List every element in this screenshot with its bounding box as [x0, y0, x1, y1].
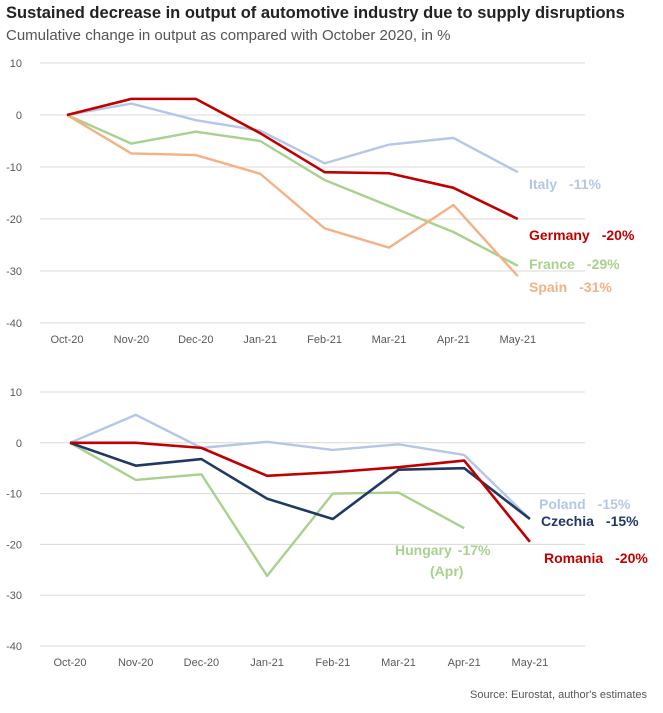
series-line-germany	[66, 97, 519, 221]
series-name: Germany	[529, 227, 590, 243]
series-name: Spain	[529, 279, 567, 295]
series-line-czechia	[69, 441, 531, 521]
series-label-germany: Germany -20%	[529, 227, 635, 243]
y-tick-label: -10	[6, 489, 22, 501]
series-value-label: -29%	[587, 256, 620, 272]
y-tick-label: 10	[10, 387, 22, 399]
x-tick-label: Dec-20	[184, 657, 219, 669]
x-tick-label: May-21	[512, 657, 549, 669]
y-tick-label: -40	[6, 318, 22, 330]
y-tick-label: 10	[10, 58, 22, 70]
y-tick-label: -20	[6, 539, 22, 551]
x-tick-label: Feb-21	[315, 657, 350, 669]
series-name: Hungary	[395, 542, 452, 558]
series-label-spain: Spain -31%	[529, 279, 612, 295]
y-tick-label: -30	[6, 266, 22, 278]
series-name: France	[529, 256, 575, 272]
y-tick-label: 0	[16, 110, 22, 122]
series-value-label: -11%	[569, 176, 601, 192]
series-line-poland	[69, 413, 531, 520]
series-value-label: -17%	[458, 542, 491, 558]
y-tick-label: -40	[6, 641, 22, 653]
x-tick-label: Apr-21	[448, 657, 481, 669]
series-label-hungary: Hungary -17%	[395, 542, 491, 558]
series-line-hungary	[69, 441, 465, 578]
x-tick-label: Jan-21	[250, 657, 284, 669]
y-tick-label: -10	[6, 162, 22, 174]
series-line-spain	[66, 113, 519, 278]
y-tick-label: 0	[16, 438, 22, 450]
x-tick-label: Oct-20	[50, 334, 83, 346]
series-name: Italy	[529, 176, 557, 192]
series-label-france: France -29%	[529, 256, 620, 272]
x-tick-label: Apr-21	[437, 334, 470, 346]
chart-subtitle: Cumulative change in output as compared …	[6, 27, 451, 44]
series-label-poland: Poland -15%	[539, 496, 631, 512]
series-note: (Apr)	[430, 563, 463, 579]
series-line-france	[66, 113, 519, 267]
x-tick-label: Mar-21	[381, 657, 416, 669]
series-label-italy: Italy -11%	[529, 176, 601, 192]
series-value-label: -15%	[606, 513, 639, 529]
chart-title: Sustained decrease in output of automoti…	[6, 4, 625, 22]
series-name: Czechia	[541, 513, 594, 529]
x-tick-label: May-21	[499, 334, 536, 346]
y-tick-label: -30	[6, 590, 22, 602]
series-name: Romania	[544, 550, 603, 566]
x-tick-label: Nov-20	[118, 657, 153, 669]
x-tick-label: Jan-21	[243, 334, 277, 346]
source-note: Source: Eurostat, author's estimates	[470, 689, 647, 701]
y-tick-label: -20	[6, 214, 22, 226]
series-label-romania: Romania -20%	[544, 550, 648, 566]
x-tick-label: Mar-21	[372, 334, 407, 346]
series-value-label: -15%	[598, 496, 631, 512]
series-value-label: -20%	[602, 227, 635, 243]
series-value-label: -31%	[579, 279, 612, 295]
series-name: Poland	[539, 496, 586, 512]
series-line-romania	[70, 441, 531, 543]
x-tick-label: Oct-20	[53, 657, 86, 669]
x-tick-label: Dec-20	[178, 334, 213, 346]
x-tick-label: Nov-20	[114, 334, 149, 346]
series-label-czechia: Czechia -15%	[541, 513, 639, 529]
x-tick-label: Feb-21	[307, 334, 342, 346]
series-value-label: -20%	[615, 550, 648, 566]
series-line-italy	[66, 102, 519, 174]
